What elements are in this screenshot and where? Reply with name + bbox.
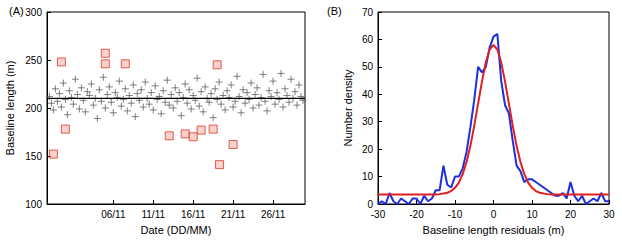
svg-text:06/11: 06/11 [101,209,126,220]
svg-text:200: 200 [25,103,42,114]
svg-text:100: 100 [25,199,42,210]
svg-text:11/11: 11/11 [141,209,165,220]
svg-text:40: 40 [362,89,374,100]
svg-text:16/11: 16/11 [181,209,206,220]
svg-text:Number density: Number density [342,69,354,147]
svg-text:-20: -20 [409,209,424,220]
svg-text:26/11: 26/11 [261,209,286,220]
svg-text:-10: -10 [448,209,463,220]
svg-text:20: 20 [565,209,577,220]
svg-text:150: 150 [25,151,42,162]
svg-text:60: 60 [362,34,374,45]
svg-text:30: 30 [603,209,615,220]
svg-text:21/11: 21/11 [221,209,246,220]
svg-text:(B): (B) [327,5,342,17]
svg-text:70: 70 [362,7,374,18]
svg-text:(A): (A) [9,5,24,17]
svg-text:30: 30 [362,116,374,127]
svg-text:Date (DD/MM): Date (DD/MM) [141,224,212,236]
svg-text:0: 0 [367,198,373,210]
svg-text:-30: -30 [371,209,386,220]
svg-text:Baseline length (m): Baseline length (m) [4,61,16,156]
svg-text:250: 250 [25,55,42,66]
svg-text:20: 20 [362,144,374,155]
svg-text:300: 300 [25,7,42,18]
svg-text:Baseline length residuals (m): Baseline length residuals (m) [423,224,565,236]
svg-text:10: 10 [526,209,538,220]
svg-text:10: 10 [362,171,374,182]
svg-text:50: 50 [362,61,374,72]
svg-text:0: 0 [491,209,497,220]
